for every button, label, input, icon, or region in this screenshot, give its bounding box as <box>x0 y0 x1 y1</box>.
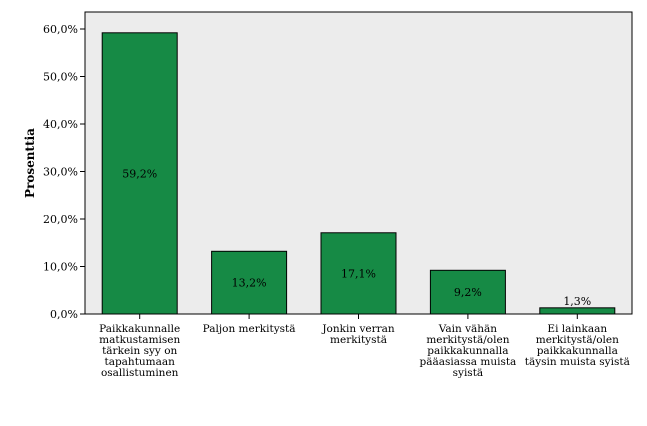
y-tick-label: 10,0% <box>43 261 78 274</box>
x-tick-label: Ei lainkaan <box>547 323 607 335</box>
x-tick-label: Jonkin verran <box>321 323 395 335</box>
x-tick-label: paikkakunnalla <box>537 345 618 357</box>
x-tick-label: Paikkakunnalle <box>99 323 180 335</box>
x-tick-label: syistä <box>453 367 484 379</box>
x-tick-label: Paljon merkitystä <box>203 323 296 335</box>
y-tick-label: 60,0% <box>43 23 78 36</box>
x-tick-label: tärkein syy on <box>102 345 177 357</box>
bar <box>211 250 288 315</box>
data-label: 9,2% <box>454 286 482 299</box>
y-tick-label: 50,0% <box>43 71 78 84</box>
y-tick-label: 40,0% <box>43 118 78 131</box>
x-tick-label: paikkakunnalla <box>427 345 508 357</box>
data-label: 1,3% <box>563 295 591 308</box>
x-tick-label: merkitystä/olen <box>536 334 619 346</box>
x-tick-label: merkitystä/olen <box>426 334 509 346</box>
y-axis-title: Prosenttia <box>23 128 37 198</box>
bar <box>101 32 178 315</box>
bar <box>539 307 616 315</box>
data-label: 17,1% <box>341 267 376 280</box>
data-label: 13,2% <box>232 277 267 290</box>
y-axis: 0,0% 10,0% 20,0% 30,0% 40,0% 50,0% 60,0% <box>43 23 85 321</box>
data-labels: 59,2% 13,2% 17,1% 9,2% 1,3% <box>122 167 591 307</box>
x-tick-label: täysin muista syistä <box>525 356 630 368</box>
x-tick-label: tapahtumaan <box>104 356 175 368</box>
x-tick-label: matkustamisen <box>99 334 180 346</box>
bar <box>320 232 397 315</box>
data-label: 59,2% <box>122 167 157 180</box>
x-tick-label: Vain vähän <box>438 323 498 335</box>
y-tick-label: 0,0% <box>50 308 78 321</box>
bars-group <box>101 32 616 315</box>
x-tick-label: osallistuminen <box>101 367 179 379</box>
x-tick-label: pääasiassa muista <box>419 356 516 368</box>
y-tick-label: 30,0% <box>43 166 78 179</box>
x-tick-label: merkitystä <box>330 334 387 346</box>
y-tick-label: 20,0% <box>43 213 78 226</box>
